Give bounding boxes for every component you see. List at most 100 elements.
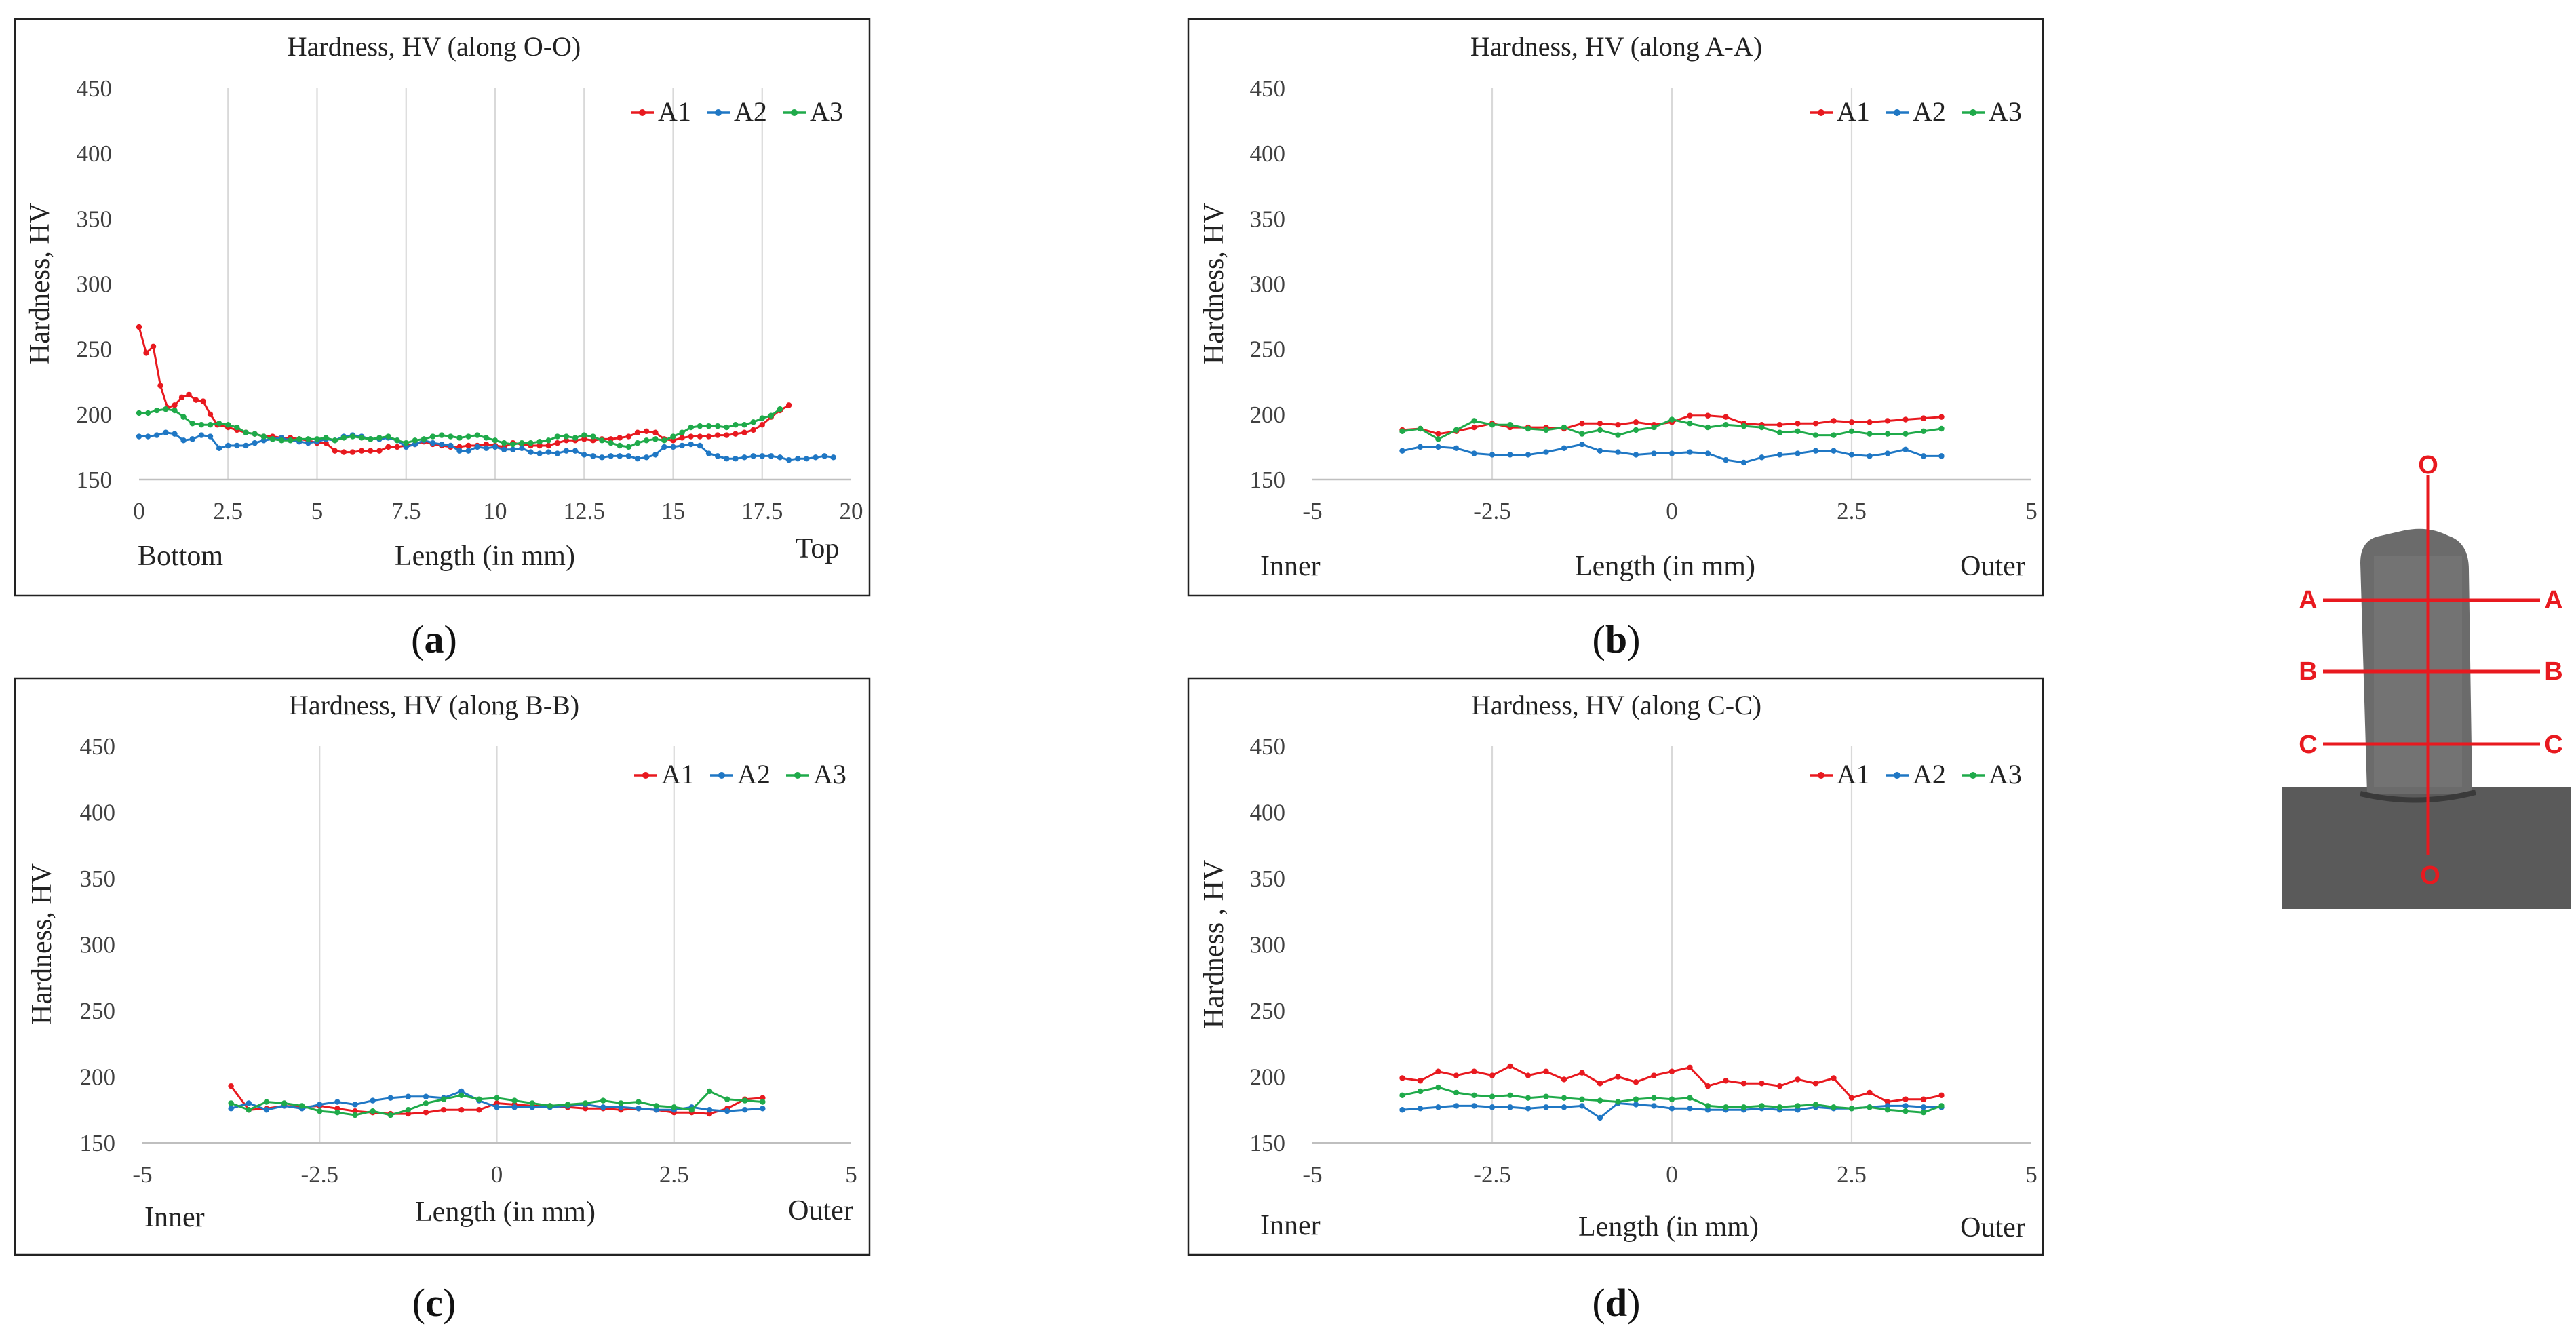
data-point-a1 [1812,421,1819,427]
x-axis-label: Length (in mm) [415,1196,596,1228]
data-point-a2 [1902,1103,1909,1109]
data-point-a2 [180,437,187,444]
data-point-a3 [1489,422,1496,428]
data-point-a2 [1543,449,1549,455]
y-tick-label: 250 [77,336,113,363]
data-point-a3 [1795,1103,1801,1109]
data-point-a2 [1920,453,1927,459]
data-point-a2 [334,1099,340,1105]
data-point-a1 [1399,1075,1405,1081]
data-point-a1 [323,440,329,446]
data-point-a3 [653,1103,659,1109]
data-point-a3 [1579,1096,1585,1102]
data-point-a2 [1453,445,1460,452]
data-point-a2 [742,1107,748,1113]
legend-label: A3 [1989,759,2022,790]
label-b-right: B [2544,657,2562,686]
data-point-a2 [1525,1106,1531,1112]
data-point-a2 [777,454,783,461]
data-point-a3 [352,1112,358,1118]
data-point-a3 [439,432,445,438]
data-point-a1 [440,1107,447,1113]
data-point-a3 [234,424,240,431]
x-tick-label: -2.5 [301,1161,338,1188]
data-point-a3 [652,436,659,442]
data-point-a3 [705,423,712,429]
data-point-a3 [768,412,775,419]
data-point-a1 [494,1100,500,1106]
x-end-label: Top [796,533,840,564]
data-point-a3 [1759,424,1765,431]
data-point-a1 [1902,416,1909,423]
data-point-a1 [193,397,199,403]
y-axis-label: Hardness, HV [24,203,56,364]
legend-marker [1894,772,1900,779]
panel-caption-letter: d [1605,1281,1627,1325]
chart-title: Hardness, HV (along B-B) [289,690,579,720]
data-point-a3 [1471,1092,1477,1099]
panel-caption-letter: a [425,617,444,661]
panel-frame [14,18,871,597]
legend-label: A3 [1989,96,2022,127]
data-point-a2 [813,454,819,461]
data-point-a2 [225,442,231,449]
data-point-a2 [1435,444,1441,450]
data-point-a2 [599,454,605,461]
data-point-a3 [1812,432,1819,438]
data-point-a1 [582,1106,589,1112]
x-axis-label: Length (in mm) [1575,551,1755,582]
data-point-a3 [1399,428,1405,435]
y-tick-label: 250 [1250,998,1286,1024]
data-point-a3 [564,1102,571,1108]
data-point-a2 [1561,1104,1567,1110]
data-point-a3 [298,1103,305,1109]
panel-caption-letter: c [425,1281,443,1325]
data-point-a2 [1615,449,1621,455]
data-point-a2 [634,456,641,462]
y-tick-label: 200 [80,1064,116,1091]
panel-c: 150 200 250 300 350 400 450 -5 -2.5 0 2.5 5 Hardness… [14,677,871,1325]
data-point-a3 [600,1097,606,1104]
data-point-a2 [352,1102,358,1108]
data-point-a2 [688,441,694,448]
data-point-a3 [625,444,632,450]
x-end-label: Outer [1960,1212,2025,1243]
data-point-a3 [634,440,641,446]
data-point-a1 [1938,1092,1945,1099]
panel-caption-letter: b [1605,617,1627,661]
label-c-right: C [2544,731,2562,759]
data-point-a1 [1597,421,1603,427]
data-point-a3 [1561,424,1567,431]
data-point-a3 [225,422,231,428]
panel-caption: (d) [1593,1281,1641,1325]
y-tick-label: 300 [77,271,113,298]
data-point-a1 [186,391,192,398]
data-point-a1 [1848,1095,1855,1101]
panel-caption: (b) [1593,617,1641,661]
data-point-a3 [465,433,471,440]
data-point-a1 [714,432,721,438]
data-point-a2 [1399,448,1405,454]
data-point-a3 [358,435,365,441]
x-tick-label: -2.5 [1473,498,1510,524]
data-point-a3 [287,437,294,444]
legend-label: A3 [813,759,846,790]
data-point-a1 [1867,1089,1873,1096]
data-point-a2 [243,442,249,449]
data-point-a3 [688,1107,695,1113]
data-point-a2 [1453,1103,1460,1109]
data-point-a3 [501,440,507,446]
data-point-a1 [1831,418,1837,424]
data-point-a3 [1884,1107,1891,1113]
data-point-a2 [1723,456,1729,463]
data-point-a1 [617,435,623,441]
data-point-a3 [1668,416,1675,423]
data-point-a2 [492,444,499,450]
data-point-a2 [705,450,712,456]
data-point-a3 [1920,428,1927,435]
legend-marker [642,772,649,779]
data-point-a3 [599,437,605,444]
legend-marker [639,109,646,116]
data-point-a1 [634,429,641,435]
